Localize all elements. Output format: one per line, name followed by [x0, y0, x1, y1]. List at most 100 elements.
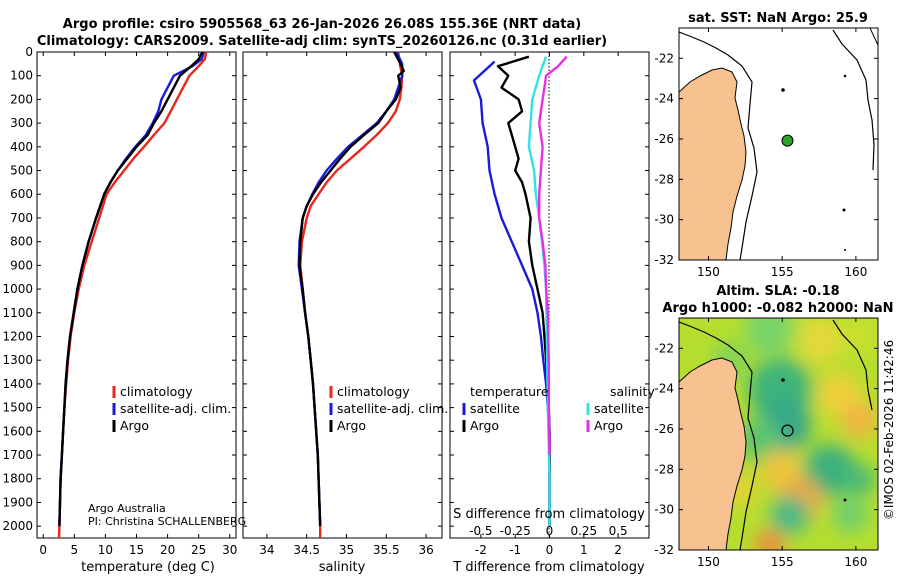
latitude-tick-label: -30: [654, 503, 674, 517]
island-marker: [842, 208, 846, 212]
depth-tick-label: 0: [25, 45, 33, 59]
depth-tick-label: 300: [10, 116, 33, 130]
sst-map-title: sat. SST: NaN Argo: 25.9: [688, 11, 868, 26]
difference-legend: satellite Argo satellite Argo: [462, 401, 644, 433]
latitude-tick-label: -28: [654, 172, 674, 186]
depth-tick-label: 1600: [2, 424, 33, 438]
legend-climatology-label: climatology: [120, 384, 193, 399]
island-marker: [781, 88, 785, 92]
latitude-tick-label: -22: [654, 341, 674, 355]
legend-sal-argo-label: Argo: [594, 418, 623, 433]
depth-tick-label: 1000: [2, 282, 33, 296]
x-tick-label: 10: [98, 543, 113, 557]
island-marker: [844, 249, 846, 251]
depth-tick-label: 800: [10, 235, 33, 249]
series-line-temperature-satellite: [472, 60, 551, 527]
depth-tick-label: 400: [10, 140, 33, 154]
temperature-panel: 0100200300400500600700800900100011001200…: [2, 45, 246, 575]
latitude-tick-label: -24: [654, 92, 674, 106]
temperature-axes-box: [36, 51, 237, 539]
depth-tick-label: 1700: [2, 448, 33, 462]
legend-temperature-title: temperature: [470, 384, 549, 399]
x-tick-label: -2: [475, 543, 487, 557]
island-marker: [843, 74, 847, 78]
sst-map: sat. SST: NaN Argo: 25.9 -22 -24 -26 -28 -30…: [654, 11, 879, 279]
series-line-salinity-satellite: [527, 56, 551, 527]
island-marker: [781, 378, 785, 382]
australia-landmass: [679, 357, 747, 550]
series-line-climatology: [57, 51, 208, 539]
x-tick-label: 0: [39, 543, 47, 557]
temperature-difference-label: T difference from climatology: [452, 560, 645, 575]
longitude-tick-label: 150: [697, 555, 720, 569]
salinity-diff-tick-label: 0.5: [609, 524, 628, 538]
x-tick-label: 34.5: [293, 543, 320, 557]
x-tick-label: 1: [580, 543, 588, 557]
legend-satellite-label: satellite-adj. clim.: [337, 401, 448, 416]
temperature-legend: climatology satellite-adj. clim. Argo: [112, 384, 231, 433]
x-tick-label: 30: [222, 543, 237, 557]
sla-map-title2: Argo h1000: -0.082 h2000: NaN: [662, 301, 893, 316]
depth-tick-label: 700: [10, 211, 33, 225]
series-line-climatology: [299, 51, 404, 538]
credit-org: Argo Australia: [88, 502, 166, 515]
longitude-tick-label: 155: [771, 265, 794, 279]
depth-tick-label: 900: [10, 258, 33, 272]
temperature-xlabel: temperature (deg C): [81, 560, 215, 575]
depth-tick-label: 1300: [2, 353, 33, 367]
salinity-diff-tick-label: -0.25: [500, 524, 531, 538]
legend-temp-argo-label: Argo: [470, 418, 499, 433]
latitude-tick-label: -30: [654, 213, 674, 227]
salinity-diff-tick-label: 0.25: [570, 524, 597, 538]
series-line-argo: [58, 51, 204, 527]
credit-pi: PI: Christina SCHALLENBERG: [88, 515, 246, 528]
depth-tick-label: 1500: [2, 401, 33, 415]
figure-title-line1: Argo profile: csiro 5905568_63 26-Jan-20…: [63, 17, 581, 32]
legend-temp-satellite-label: satellite: [470, 401, 520, 416]
sla-map-title1: Altim. SLA: -0.18: [716, 284, 839, 299]
bathymetry-contour: [679, 321, 758, 550]
bathymetry-contour: [679, 31, 758, 260]
bathymetry-contour: [832, 29, 875, 171]
bathymetry-contour: [869, 28, 878, 46]
salinity-xlabel: salinity: [319, 560, 366, 575]
latitude-tick-label: -32: [654, 543, 674, 557]
sla-map: Altim. SLA: -0.18 Argo h1000: -0.082 h20…: [654, 284, 893, 569]
legend-argo-label: Argo: [120, 418, 149, 433]
salinity-panel: 34 34.5 35 35.5 36 salinity climatology sate…: [242, 51, 448, 575]
series-line-satellite-adj-clim-: [58, 51, 205, 527]
salinity-diff-tick-label: 0: [546, 524, 554, 538]
legend-salinity-title: salinity: [610, 384, 655, 399]
figure-title-line2: Climatology: CARS2009. Satellite-adj cli…: [37, 34, 607, 49]
x-tick-label: 35: [339, 543, 354, 557]
legend-satellite-label: satellite-adj. clim.: [120, 401, 231, 416]
longitude-tick-label: 150: [697, 265, 720, 279]
difference-panel: -2 -1 0 1 2 temperature salinity satellite A…: [449, 51, 655, 575]
imos-watermark: ©IMOS 02-Feb-2026 11:42:46: [882, 340, 896, 520]
latitude-tick-label: -28: [654, 462, 674, 476]
depth-tick-label: 200: [10, 92, 33, 106]
x-tick-label: 15: [129, 543, 144, 557]
series-line-salinity-argo: [538, 55, 568, 456]
latitude-tick-label: -26: [654, 132, 674, 146]
salinity-axes-box: [242, 51, 443, 539]
depth-tick-label: 1200: [2, 329, 33, 343]
salinity-difference-label: S difference from climatology: [453, 507, 645, 522]
depth-tick-label: 1800: [2, 472, 33, 486]
latitude-tick-label: -26: [654, 422, 674, 436]
depth-tick-label: 1900: [2, 495, 33, 509]
depth-tick-label: 500: [10, 164, 33, 178]
depth-tick-label: 2000: [2, 519, 33, 533]
x-tick-label: 20: [160, 543, 175, 557]
x-tick-label: 36: [418, 543, 433, 557]
legend-argo-label: Argo: [337, 418, 366, 433]
salinity-legend: climatology satellite-adj. clim. Argo: [329, 384, 448, 433]
salinity-diff-tick-label: -0.5: [469, 524, 492, 538]
australia-landmass: [679, 67, 747, 260]
longitude-tick-label: 160: [844, 265, 867, 279]
depth-tick-label: 600: [10, 187, 33, 201]
argo-float-position: [781, 424, 794, 437]
latitude-tick-label: -32: [654, 253, 674, 267]
latitude-tick-label: -24: [654, 382, 674, 396]
